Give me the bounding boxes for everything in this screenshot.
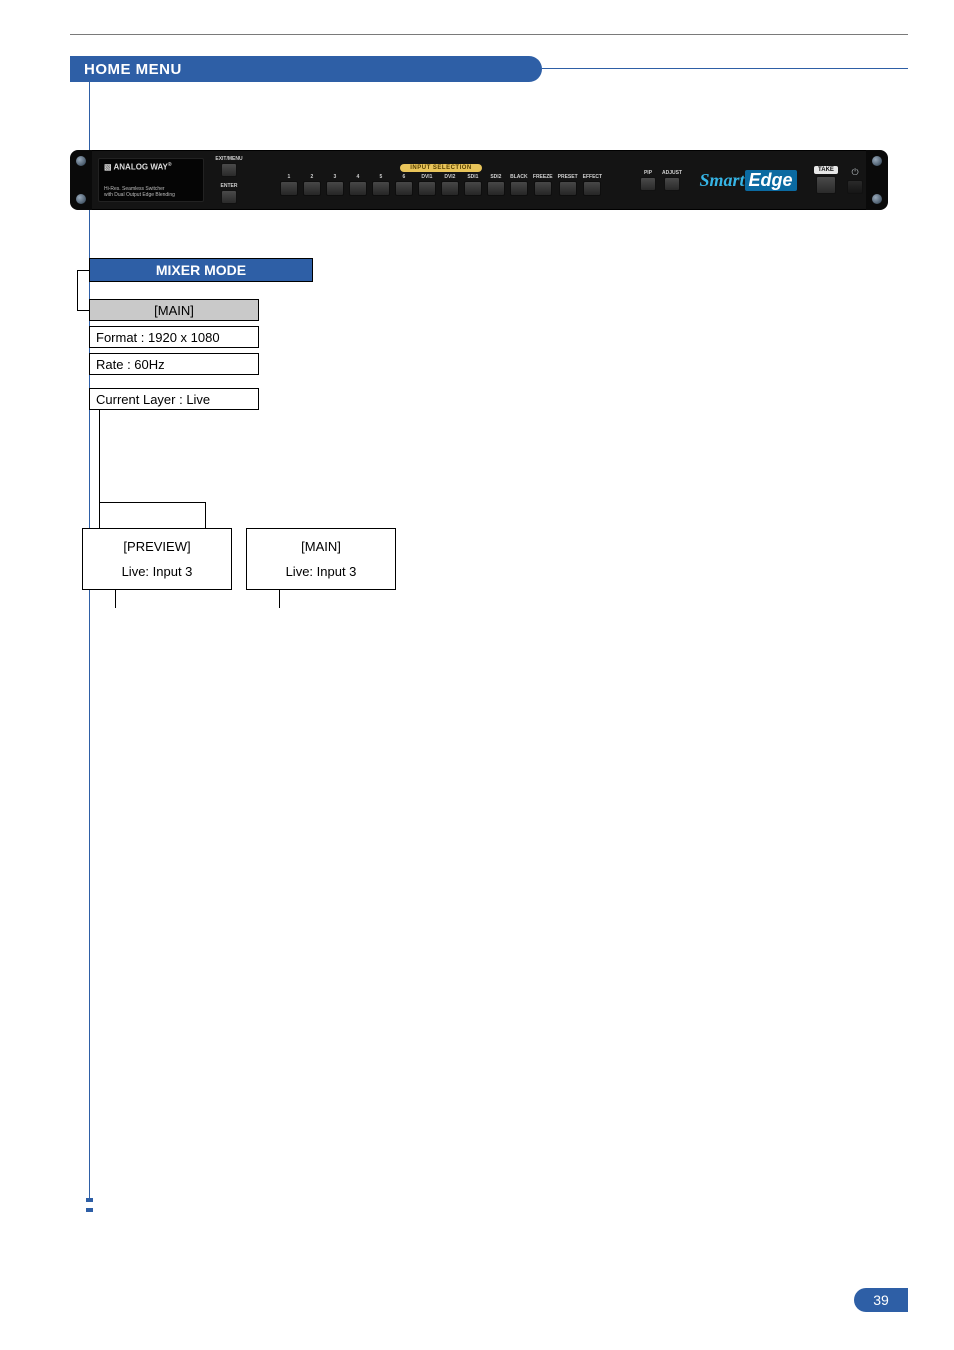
header-tail-line: [542, 68, 908, 69]
adjust-button[interactable]: [664, 177, 680, 191]
connector: [77, 310, 89, 311]
input-label: 1: [288, 174, 291, 180]
input-4-button[interactable]: [349, 181, 367, 196]
rack-ear-right: [866, 150, 888, 210]
preset-button[interactable]: [559, 181, 577, 196]
preview-output-box: [PREVIEW] Live: Input 3: [82, 528, 232, 590]
input-selection-label: INPUT SELECTION: [400, 164, 482, 172]
input-dvi2-button[interactable]: [441, 181, 459, 196]
pip-button[interactable]: [640, 177, 656, 191]
input-sdi1-button[interactable]: [464, 181, 482, 196]
power-button[interactable]: [847, 180, 863, 194]
tree-layer-label: Current Layer : Live: [96, 392, 210, 407]
input-label: SDI1: [467, 174, 478, 180]
tree-format-label: Format : 1920 x 1080: [96, 330, 220, 345]
vertical-guide-tick: [86, 1198, 93, 1202]
take-label: TAKE: [814, 166, 838, 174]
connector: [115, 590, 116, 608]
main-out-live: Live: Input 3: [286, 564, 357, 579]
connector: [77, 270, 89, 271]
exit-menu-button[interactable]: [221, 163, 237, 177]
take-group: TAKE: [808, 166, 844, 194]
pip-adjust-group: PIP ADJUST: [640, 170, 688, 191]
input-sdi2-button[interactable]: [487, 181, 505, 196]
enter-button[interactable]: [221, 190, 237, 204]
mixer-mode-bar: MIXER MODE: [89, 258, 313, 282]
freeze-button[interactable]: [534, 181, 552, 196]
input-5-button[interactable]: [372, 181, 390, 196]
device-brand: ▧ ANALOG WAY®: [104, 162, 198, 172]
mixer-mode-text: MIXER MODE: [156, 262, 246, 278]
input-1-button[interactable]: [280, 181, 298, 196]
black-button[interactable]: [510, 181, 528, 196]
enter-label: ENTER: [221, 183, 238, 189]
input-2-button[interactable]: [303, 181, 321, 196]
page-number-badge: 39: [854, 1288, 908, 1312]
input-label: 3: [334, 174, 337, 180]
header-bar: HOME MENU: [70, 56, 542, 82]
top-rule: [70, 34, 908, 35]
tree-rate-label: Rate : 60Hz: [96, 357, 165, 372]
logo-smart: Smart: [699, 170, 744, 191]
vertical-guide-line: [89, 82, 90, 1202]
main-out-title: [MAIN]: [301, 539, 341, 554]
device-lcd: ▧ ANALOG WAY® Hi-Res. Seamless Switcher …: [98, 158, 204, 202]
input-label: 4: [357, 174, 360, 180]
tree-main-label: [MAIN]: [154, 303, 194, 318]
connector: [77, 270, 78, 310]
connector: [279, 590, 280, 608]
input-dvi1-button[interactable]: [418, 181, 436, 196]
vertical-guide-tick: [86, 1208, 93, 1212]
input-label: DVI2: [444, 174, 455, 180]
tree-format-box: Format : 1920 x 1080: [89, 326, 259, 348]
exit-menu-label: EXIT/MENU: [215, 156, 242, 162]
tree-layer-box: Current Layer : Live: [89, 388, 259, 410]
adjust-label: ADJUST: [662, 170, 682, 176]
input-label: PRESET: [558, 174, 578, 180]
tree-main-box: [MAIN]: [89, 299, 259, 321]
take-button[interactable]: [816, 176, 836, 194]
screw-icon: [76, 156, 86, 166]
input-label: 5: [380, 174, 383, 180]
input-label: FREEZE: [533, 174, 553, 180]
input-label: SDI2: [490, 174, 501, 180]
connector: [99, 502, 205, 503]
input-section: INPUT SELECTION 1 2 3 4 5 6 DVI1 DVI2 SD…: [246, 164, 636, 196]
rack-ear-left: [70, 150, 92, 210]
pip-label: PIP: [644, 170, 652, 176]
power-icon: ⏻: [851, 167, 858, 178]
screw-icon: [76, 194, 86, 204]
input-label: EFFECT: [583, 174, 602, 180]
product-logo: SmartEdge: [688, 170, 808, 191]
screw-icon: [872, 194, 882, 204]
input-label: 2: [311, 174, 314, 180]
connector: [99, 410, 100, 540]
input-label: 6: [403, 174, 406, 180]
input-button-row: 1 2 3 4 5 6 DVI1 DVI2 SDI1 SDI2 BLACK FR…: [280, 174, 602, 196]
tree-rate-box: Rate : 60Hz: [89, 353, 259, 375]
main-output-box: [MAIN] Live: Input 3: [246, 528, 396, 590]
header-title: HOME MENU: [84, 61, 182, 78]
device-subtitle-2: with Dual Output Edge Blending: [104, 193, 198, 199]
input-3-button[interactable]: [326, 181, 344, 196]
preview-title: [PREVIEW]: [123, 539, 190, 554]
input-label: DVI1: [421, 174, 432, 180]
input-label: BLACK: [510, 174, 528, 180]
power-group: ⏻: [844, 167, 866, 194]
screw-icon: [872, 156, 882, 166]
logo-edge: Edge: [745, 170, 797, 191]
input-6-button[interactable]: [395, 181, 413, 196]
nav-buttons: EXIT/MENU ENTER: [212, 156, 246, 204]
device-brand-text: ANALOG WAY: [113, 163, 167, 172]
page-number: 39: [873, 1292, 889, 1308]
effect-button[interactable]: [583, 181, 601, 196]
device-front-panel: ▧ ANALOG WAY® Hi-Res. Seamless Switcher …: [70, 150, 888, 210]
preview-live: Live: Input 3: [122, 564, 193, 579]
